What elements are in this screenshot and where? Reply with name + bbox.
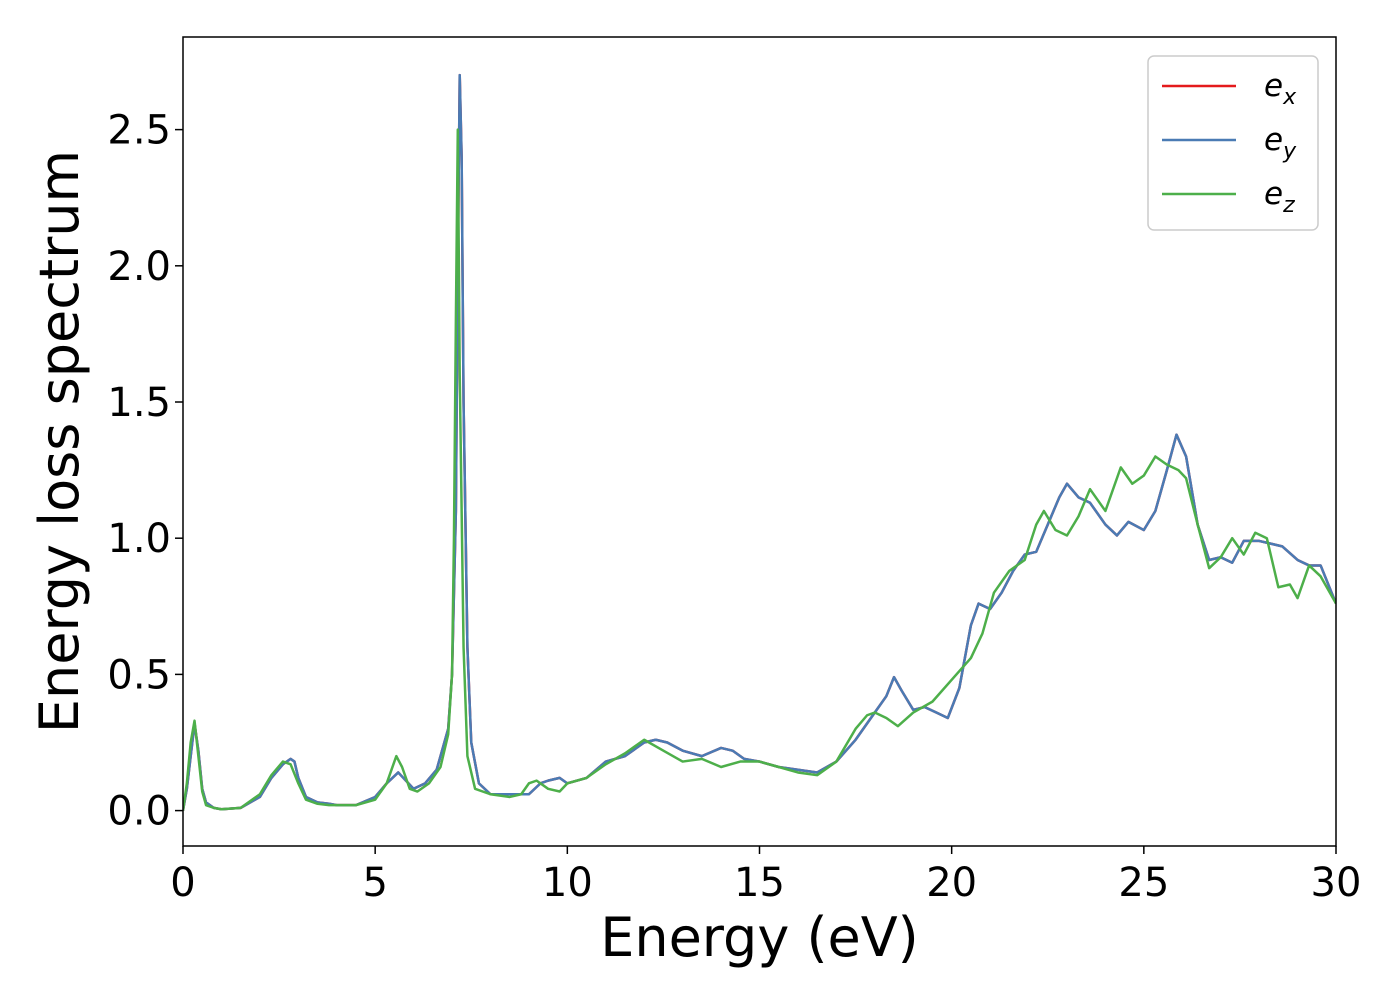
x-tick-label: 15 — [734, 860, 785, 906]
legend-box — [1147, 55, 1319, 231]
x-axis-label: Energy (eV) — [600, 906, 919, 969]
legend: ex ey ez — [1147, 55, 1319, 231]
x-tick-label: 25 — [1118, 860, 1169, 906]
legend-label-y: ey — [1264, 122, 1297, 164]
series-layer — [183, 73, 1336, 811]
legend-label-z: ez — [1264, 176, 1295, 218]
x-tick-label: 20 — [926, 860, 977, 906]
y-tick-label: 1.5 — [107, 380, 171, 426]
x-axis-ticks: 0 5 10 15 20 25 30 — [170, 846, 1361, 906]
y-tick-label: 2.0 — [107, 244, 171, 290]
legend-label-x: ex — [1264, 68, 1297, 110]
y-axis-ticks: 0.0 0.5 1.0 1.5 2.0 2.5 — [107, 108, 183, 835]
x-tick-label: 5 — [362, 860, 387, 906]
y-tick-label: 0.0 — [107, 789, 171, 835]
x-tick-label: 30 — [1311, 860, 1362, 906]
y-tick-label: 0.5 — [107, 652, 171, 698]
y-tick-label: 2.5 — [107, 108, 171, 154]
series-line-y — [183, 73, 1336, 811]
series-line-z — [183, 128, 1336, 811]
x-tick-label: 0 — [170, 860, 195, 906]
y-axis-label: Energy loss spectrum — [28, 150, 91, 733]
y-tick-label: 1.0 — [107, 516, 171, 562]
x-tick-label: 10 — [542, 860, 593, 906]
